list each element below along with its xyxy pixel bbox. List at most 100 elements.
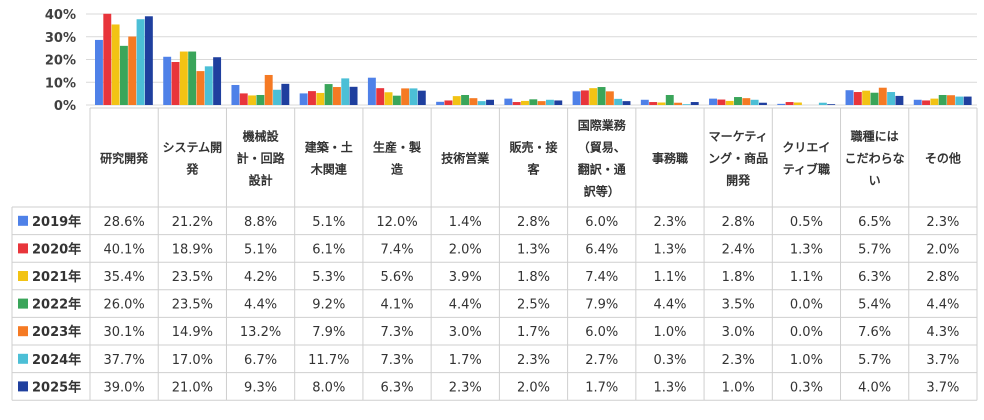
y-tick-label: 20% [45,54,76,69]
bar [436,101,445,105]
table-value: 6.0% [585,325,618,340]
bar [922,100,931,105]
bar [349,86,358,105]
bar [367,77,376,105]
table-value: 2.7% [585,353,618,368]
bar [665,94,674,105]
bar [144,16,153,106]
table-value: 1.7% [449,353,482,368]
bar [486,99,494,105]
bar [452,96,461,105]
bar [930,98,939,105]
category-label: マーケティング・商品開発 [708,130,768,188]
category-label: その他 [925,151,961,166]
category-label: システム開発 [163,141,223,177]
bar [512,102,521,105]
table-value: 3.7% [926,380,959,395]
category-label: 生産・製造 [373,140,422,177]
bar [963,96,972,105]
bar [614,98,623,105]
table-value: 6.4% [585,242,618,257]
bar [622,101,631,105]
bar [521,100,529,105]
table-value: 1.7% [517,325,550,340]
bar [163,56,172,105]
table-value: 14.9% [172,325,213,340]
category-label: 職種にはこだわらない [845,129,905,188]
legend-swatch [18,326,28,337]
table-value: 5.3% [312,270,345,285]
bar [750,99,759,105]
bar [461,94,470,105]
bar [444,100,453,105]
table-value: 9.3% [244,380,277,395]
table-value: 2.4% [722,242,755,257]
table-value: 35.4% [103,270,144,285]
bar [204,66,213,105]
bar [853,92,862,105]
table-value: 2.8% [722,215,755,230]
table-value: 3.9% [449,270,482,285]
table-value: 7.9% [312,325,345,340]
table-value: 0.0% [790,298,823,313]
bar [299,93,308,105]
bar [742,98,751,105]
bar [248,95,257,105]
bar [231,84,240,105]
table-value: 5.6% [381,270,414,285]
table-value: 6.0% [585,215,618,230]
bar [128,36,137,105]
table-value: 8.0% [312,380,345,395]
table-value: 18.9% [172,242,213,257]
table-value: 1.1% [653,270,686,285]
category-label: 事務職 [652,151,688,166]
bar [887,92,896,105]
bar [376,88,385,105]
bar [827,104,836,105]
y-tick-label: 30% [45,31,76,46]
table-value: 23.5% [172,270,213,285]
table-value: 1.0% [790,353,823,368]
table-value: 1.3% [517,242,550,257]
legend-swatch [18,271,28,281]
table-value: 13.2% [240,325,281,340]
bar [870,92,879,105]
table-value: 12.0% [376,215,417,230]
bar [103,13,112,105]
table-value: 0.0% [790,325,823,340]
bar [273,89,281,105]
table-value: 11.7% [308,353,349,368]
bar [938,94,947,105]
table-value: 1.0% [653,325,686,340]
bar [95,39,103,105]
category-label: 建築・土木関連 [304,140,353,177]
bar [392,95,401,105]
table-value: 7.9% [585,298,618,313]
bar [384,92,393,105]
table-value: 21.2% [172,215,213,230]
y-tick-label: 40% [45,8,76,23]
bar [256,94,265,105]
bar [717,99,726,105]
table-value: 3.0% [449,325,482,340]
bar [188,51,197,105]
bar [341,78,350,105]
table-value: 1.8% [517,270,550,285]
table-value: 1.3% [653,380,686,395]
category-label: 販売・接客 [509,140,557,177]
bar [572,91,581,105]
bar [136,19,145,106]
legend-label: 2022年 [32,297,81,313]
legend-swatch [18,243,28,254]
table-value: 26.0% [103,298,144,313]
table-value: 2.8% [926,270,959,285]
table-value: 6.1% [312,242,345,257]
bar [281,83,290,105]
table-value: 7.4% [381,242,414,257]
table-value: 1.3% [653,242,686,257]
bar [580,90,589,105]
bar [589,88,598,105]
table-value: 2.0% [449,242,482,257]
legend-swatch [18,381,28,392]
